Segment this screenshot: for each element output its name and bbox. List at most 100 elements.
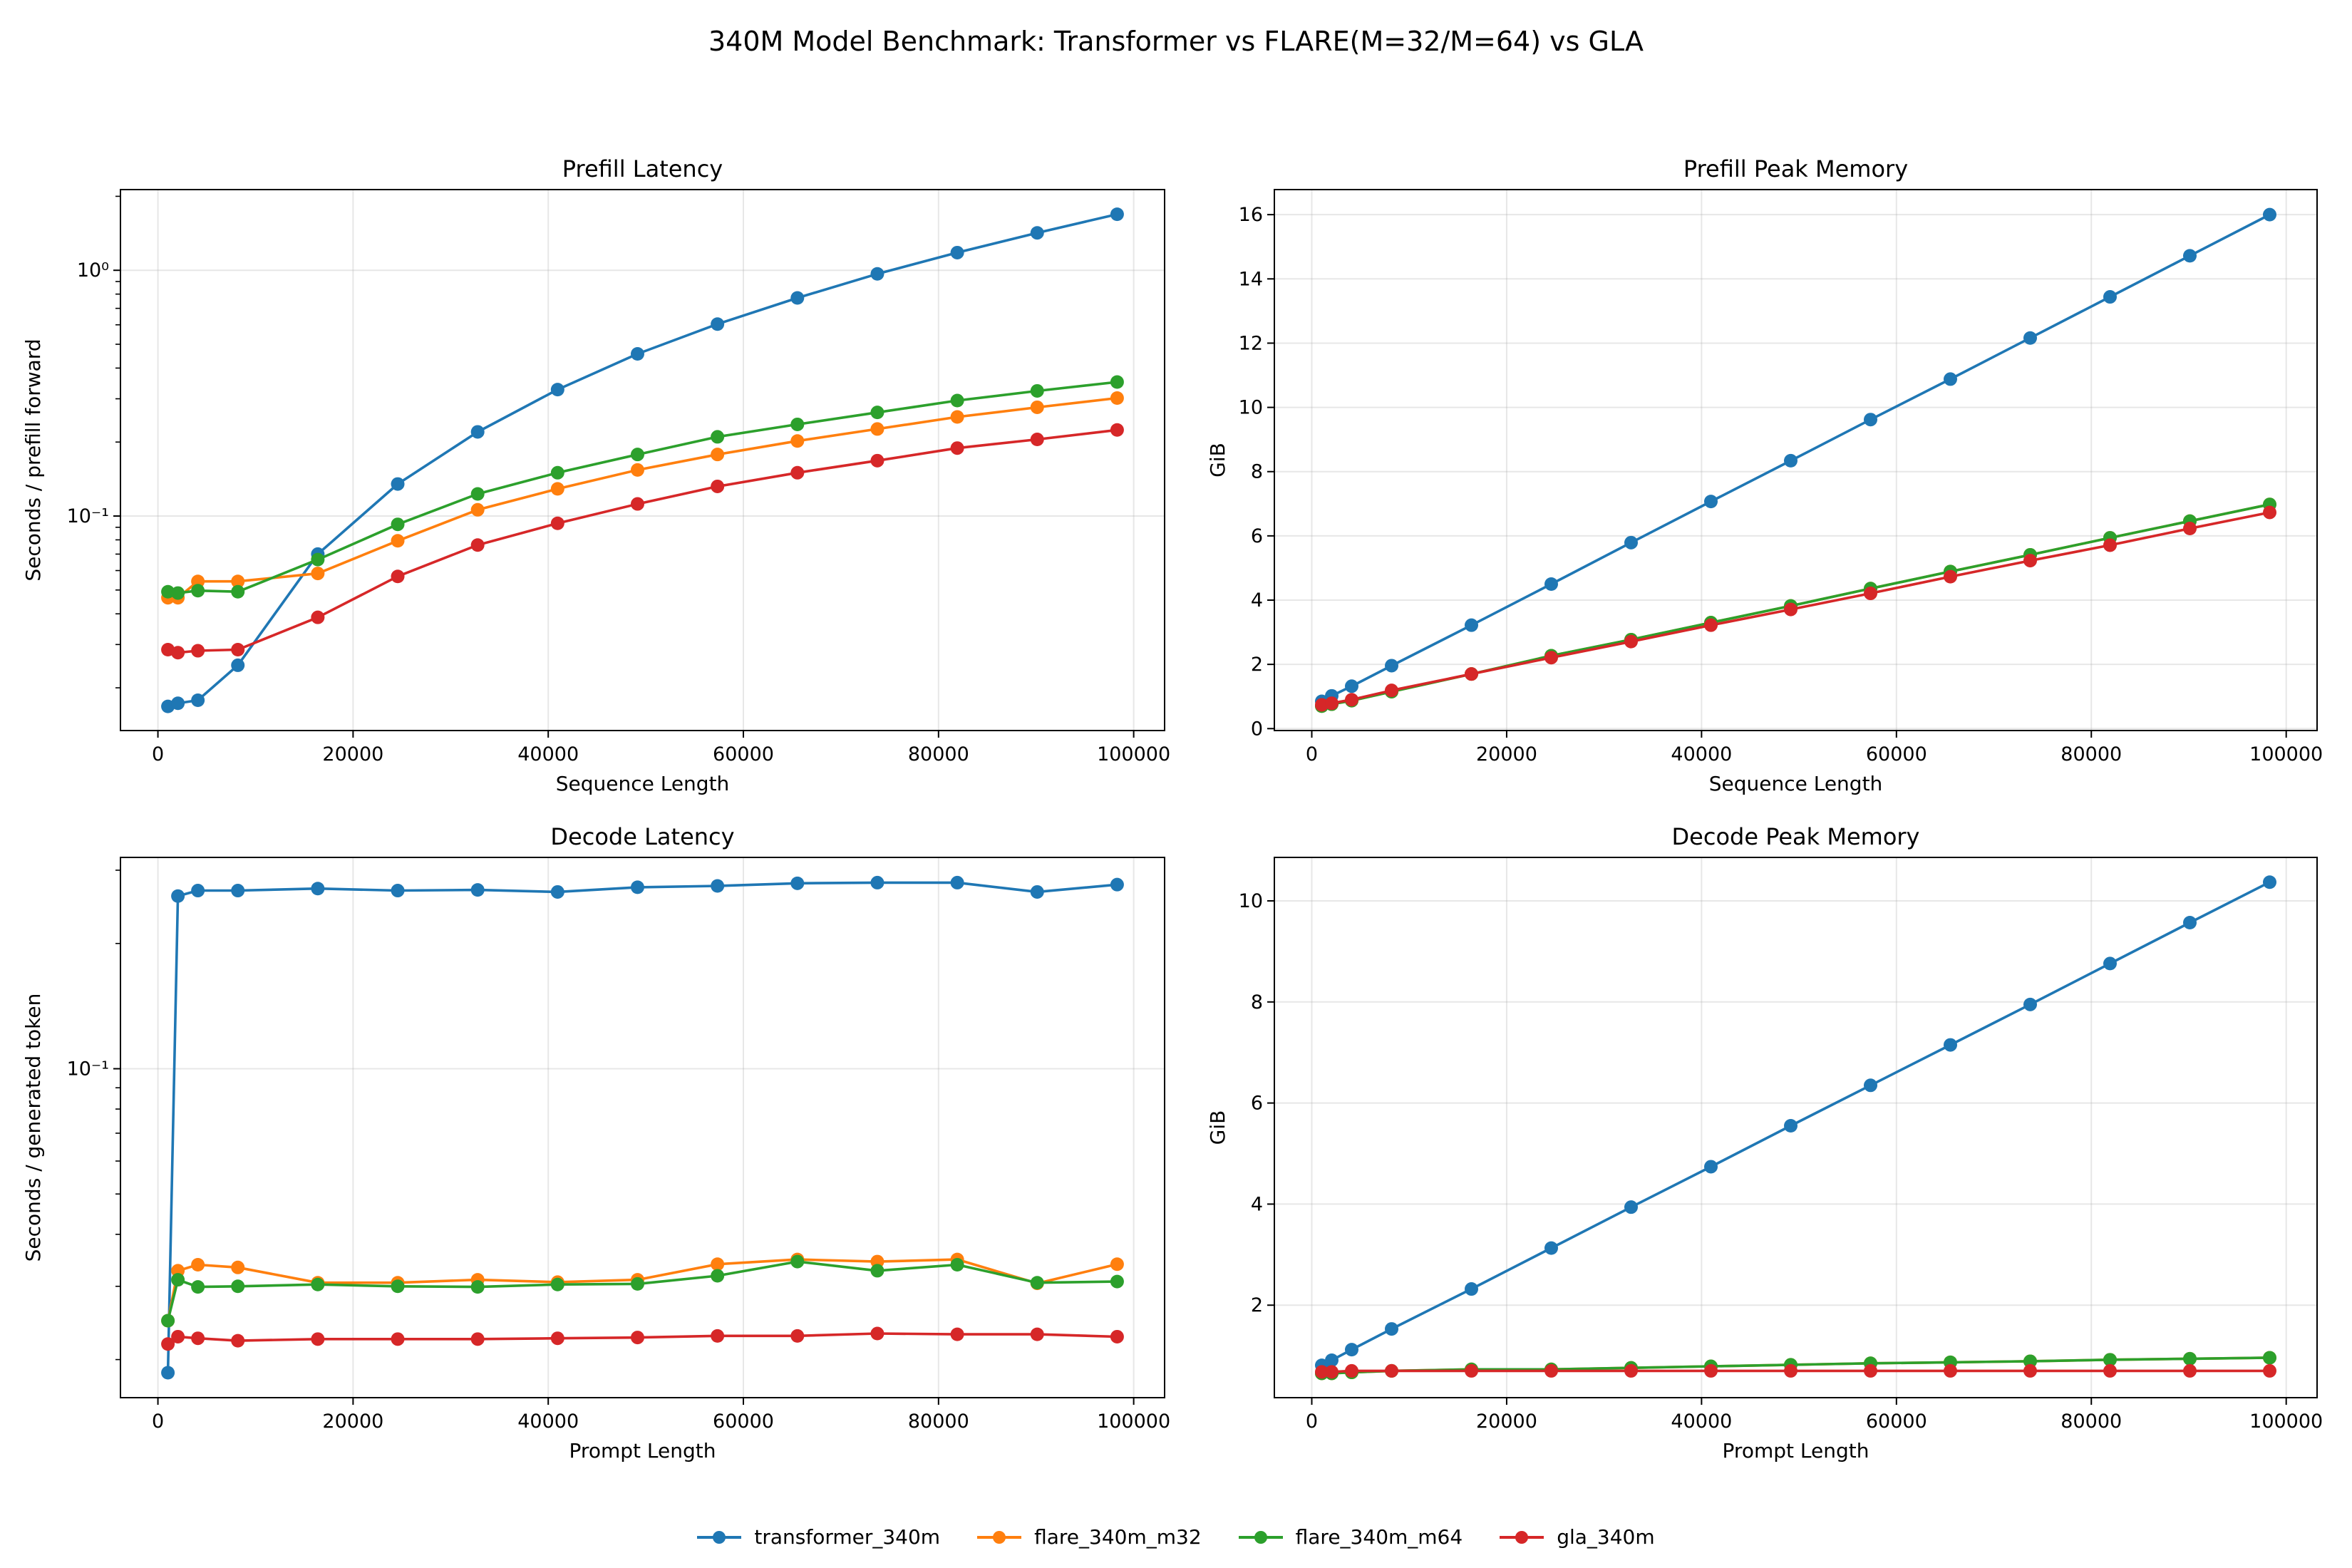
data-point <box>1110 877 1124 892</box>
data-point <box>2263 875 2276 889</box>
data-point <box>161 1314 175 1328</box>
data-point <box>231 658 245 672</box>
data-point <box>1385 684 1398 698</box>
series-line <box>167 212 1118 708</box>
data-point <box>2023 331 2037 345</box>
tick-label-x: 0 <box>1306 1410 1318 1433</box>
data-point <box>711 1269 725 1283</box>
data-point <box>711 317 725 331</box>
subplot-title: Prefill Peak Memory <box>1683 155 1908 182</box>
data-point <box>1864 413 1877 427</box>
axes-frame <box>1274 857 2318 1398</box>
data-point <box>2183 915 2197 929</box>
tick-label-x: 60000 <box>713 1410 774 1433</box>
tick-label-x: 40000 <box>517 743 579 765</box>
data-point <box>2183 249 2197 263</box>
legend-marker <box>1238 1530 1283 1544</box>
data-point <box>231 574 245 589</box>
axes-frame <box>120 189 1165 731</box>
tick-label-x: 20000 <box>322 1410 383 1433</box>
tick-label-x: 40000 <box>517 1410 579 1433</box>
data-point <box>2263 207 2276 222</box>
data-point <box>1544 651 1558 665</box>
data-point <box>1345 1363 1358 1378</box>
data-point <box>1544 577 1558 591</box>
data-point <box>711 479 725 493</box>
legend: transformer_340m flare_340m_m32 flare_34… <box>0 1525 2352 1549</box>
subplot-title: Decode Latency <box>550 823 734 850</box>
tick-label-y: 10⁻¹ <box>67 505 109 527</box>
series-transformer_340m <box>161 207 1124 713</box>
data-point <box>1704 1160 1718 1174</box>
tick-label-y: 16 <box>1239 204 1263 226</box>
series-gla_340m <box>1315 1363 2276 1379</box>
data-point <box>870 453 884 468</box>
data-point <box>790 876 805 890</box>
data-point <box>1030 433 1044 447</box>
data-point <box>191 574 205 589</box>
data-point <box>1030 400 1044 414</box>
data-point <box>630 1276 644 1291</box>
data-point <box>870 406 884 420</box>
tick-label-y: 10 <box>1239 890 1263 912</box>
legend-label: transformer_340m <box>754 1525 941 1549</box>
data-point <box>231 642 245 656</box>
data-point <box>2263 1363 2276 1378</box>
data-point <box>950 393 964 408</box>
data-point <box>1465 618 1478 632</box>
figure-title: 340M Model Benchmark: Transformer vs FLA… <box>708 26 1644 57</box>
data-point <box>870 422 884 436</box>
data-point <box>191 693 205 707</box>
data-point <box>1385 659 1398 673</box>
data-point <box>1315 698 1329 712</box>
y-axis-label: GiB <box>1206 443 1229 478</box>
tick-label-y: 6 <box>1251 525 1263 547</box>
tick-label-y: 8 <box>1251 991 1263 1013</box>
data-point <box>550 383 564 397</box>
data-point <box>2103 538 2117 552</box>
tick-label-y: 8 <box>1251 461 1263 483</box>
series-transformer_340m <box>1315 875 2276 1373</box>
series-gla_340m <box>1315 505 2276 712</box>
data-point <box>790 434 805 448</box>
data-point <box>391 569 405 584</box>
data-point <box>470 538 485 552</box>
axes-frame <box>1274 189 2318 731</box>
data-point <box>1704 618 1718 632</box>
data-point <box>1030 1276 1044 1290</box>
data-point <box>870 1264 884 1278</box>
data-point <box>2023 554 2037 568</box>
legend-item-flare-m64: flare_340m_m64 <box>1238 1525 1463 1549</box>
data-point <box>231 584 245 599</box>
data-point <box>470 1332 485 1346</box>
data-point <box>1345 679 1358 693</box>
data-point <box>950 1327 964 1341</box>
data-point <box>950 1258 964 1272</box>
series-transformer_340m <box>161 875 1124 1380</box>
data-point <box>311 1332 325 1346</box>
data-point <box>950 441 964 455</box>
y-axis-label: Seconds / prefill forward <box>21 339 45 581</box>
data-point <box>1944 372 1957 386</box>
tick-label-y: 4 <box>1251 1193 1263 1215</box>
data-point <box>231 1279 245 1294</box>
data-point <box>191 644 205 658</box>
tick-label-x: 80000 <box>2060 743 2122 765</box>
data-point <box>550 1277 564 1291</box>
data-point <box>1110 375 1124 389</box>
data-point <box>1465 1363 1478 1378</box>
data-point <box>1465 1282 1478 1296</box>
data-point <box>161 1337 175 1351</box>
data-point <box>2263 505 2276 520</box>
tick-label-x: 20000 <box>1476 1410 1537 1433</box>
data-point <box>630 448 644 462</box>
tick-label-y: 6 <box>1251 1093 1263 1115</box>
series-line <box>167 396 1118 599</box>
x-axis-label: Prompt Length <box>1723 1439 1869 1463</box>
tick-label-x: 0 <box>152 1410 164 1433</box>
data-point <box>1110 1329 1124 1343</box>
data-point <box>2103 1353 2117 1367</box>
data-point <box>2183 522 2197 536</box>
data-point <box>470 502 485 517</box>
